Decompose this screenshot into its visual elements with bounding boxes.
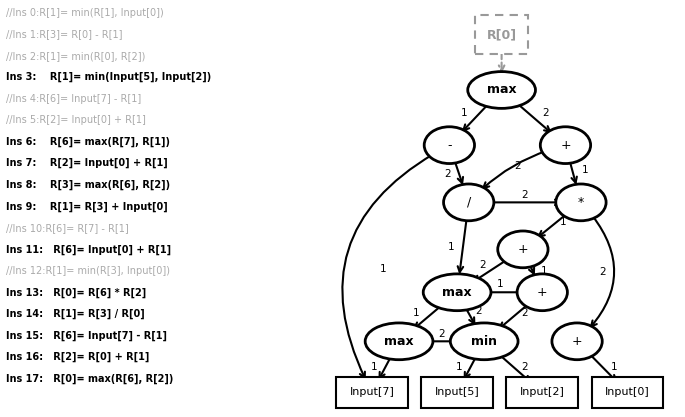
Text: Ins 7:    R[2]= Input[0] + R[1]: Ins 7: R[2]= Input[0] + R[1] (6, 158, 169, 168)
Text: +: + (560, 139, 571, 152)
Text: Ins 15:   R[6]= Input[7] - R[1]: Ins 15: R[6]= Input[7] - R[1] (6, 331, 167, 341)
Text: 2: 2 (521, 362, 528, 372)
FancyBboxPatch shape (592, 377, 663, 408)
FancyBboxPatch shape (336, 377, 408, 408)
Text: 1: 1 (582, 165, 588, 175)
Text: //Ins 12:R[1]= min(R[3], Input[0]): //Ins 12:R[1]= min(R[3], Input[0]) (6, 266, 171, 276)
Text: 1: 1 (380, 264, 387, 274)
Text: 2: 2 (542, 108, 549, 118)
Text: //Ins 1:R[3]= R[0] - R[1]: //Ins 1:R[3]= R[0] - R[1] (6, 29, 123, 39)
Text: 1: 1 (541, 266, 547, 276)
Text: Ins 3:    R[1]= min(Input[5], Input[2]): Ins 3: R[1]= min(Input[5], Input[2]) (6, 72, 212, 82)
Ellipse shape (423, 274, 491, 311)
Text: //Ins 4:R[6]= Input[7] - R[1]: //Ins 4:R[6]= Input[7] - R[1] (6, 94, 142, 104)
Text: //Ins 5:R[2]= Input[0] + R[1]: //Ins 5:R[2]= Input[0] + R[1] (6, 115, 147, 125)
Ellipse shape (450, 323, 518, 360)
FancyBboxPatch shape (475, 15, 527, 54)
Ellipse shape (468, 72, 536, 108)
Text: /: / (466, 196, 471, 209)
Ellipse shape (556, 184, 606, 221)
Ellipse shape (444, 184, 494, 221)
Text: 2: 2 (475, 306, 482, 316)
Text: 2: 2 (444, 169, 451, 179)
Text: +: + (518, 243, 528, 256)
Text: Ins 16:   R[2]= R[0] + R[1]: Ins 16: R[2]= R[0] + R[1] (6, 352, 150, 362)
Text: 2: 2 (521, 190, 528, 200)
Text: Ins 11:   R[6]= Input[0] + R[1]: Ins 11: R[6]= Input[0] + R[1] (6, 244, 171, 255)
Text: //Ins 0:R[1]= min(R[1], Input[0]): //Ins 0:R[1]= min(R[1], Input[0]) (6, 8, 164, 18)
Text: +: + (537, 286, 547, 299)
Text: Ins 8:    R[3]= max(R[6], R[2]): Ins 8: R[3]= max(R[6], R[2]) (6, 180, 171, 190)
Text: 2: 2 (521, 308, 528, 318)
Text: Input[0]: Input[0] (605, 387, 650, 397)
Text: 2: 2 (438, 329, 445, 339)
Text: max: max (384, 335, 414, 348)
Ellipse shape (365, 323, 433, 360)
Ellipse shape (552, 323, 602, 360)
FancyBboxPatch shape (506, 377, 578, 408)
Text: 1: 1 (413, 308, 420, 318)
Ellipse shape (540, 127, 590, 163)
Text: R[0]: R[0] (486, 28, 516, 41)
Text: 2: 2 (479, 260, 486, 270)
Text: Ins 14:   R[1]= R[3] / R[0]: Ins 14: R[1]= R[3] / R[0] (6, 309, 145, 319)
Text: min: min (471, 335, 497, 348)
Text: 1: 1 (610, 362, 617, 372)
Text: Ins 13:   R[0]= R[6] * R[2]: Ins 13: R[0]= R[6] * R[2] (6, 287, 147, 298)
Ellipse shape (424, 127, 475, 163)
Text: max: max (443, 286, 472, 299)
Text: 2: 2 (514, 161, 521, 171)
Ellipse shape (517, 274, 567, 311)
Text: -: - (447, 139, 451, 152)
Text: 2: 2 (599, 267, 606, 277)
Text: Input[7]: Input[7] (349, 387, 395, 397)
Text: *: * (578, 196, 584, 209)
Text: Ins 17:   R[0]= max(R[6], R[2]): Ins 17: R[0]= max(R[6], R[2]) (6, 374, 174, 384)
Text: Ins 6:    R[6]= max(R[7], R[1]): Ins 6: R[6]= max(R[7], R[1]) (6, 137, 171, 147)
Text: Ins 9:    R[1]= R[3] + Input[0]: Ins 9: R[1]= R[3] + Input[0] (6, 201, 169, 211)
Text: 1: 1 (456, 362, 462, 372)
Text: +: + (572, 335, 582, 348)
Text: 1: 1 (460, 108, 467, 118)
Text: 1: 1 (497, 279, 503, 289)
Text: 1: 1 (371, 362, 377, 372)
Ellipse shape (498, 231, 548, 268)
Text: //Ins 2:R[1]= min(R[0], R[2]): //Ins 2:R[1]= min(R[0], R[2]) (6, 50, 146, 60)
Text: 1: 1 (560, 217, 567, 227)
Text: 1: 1 (448, 242, 455, 252)
Text: //Ins 10:R[6]= R[7] - R[1]: //Ins 10:R[6]= R[7] - R[1] (6, 223, 129, 233)
FancyBboxPatch shape (421, 377, 493, 408)
Text: Input[2]: Input[2] (520, 387, 564, 397)
Text: Input[5]: Input[5] (435, 387, 480, 397)
Text: max: max (487, 83, 516, 96)
